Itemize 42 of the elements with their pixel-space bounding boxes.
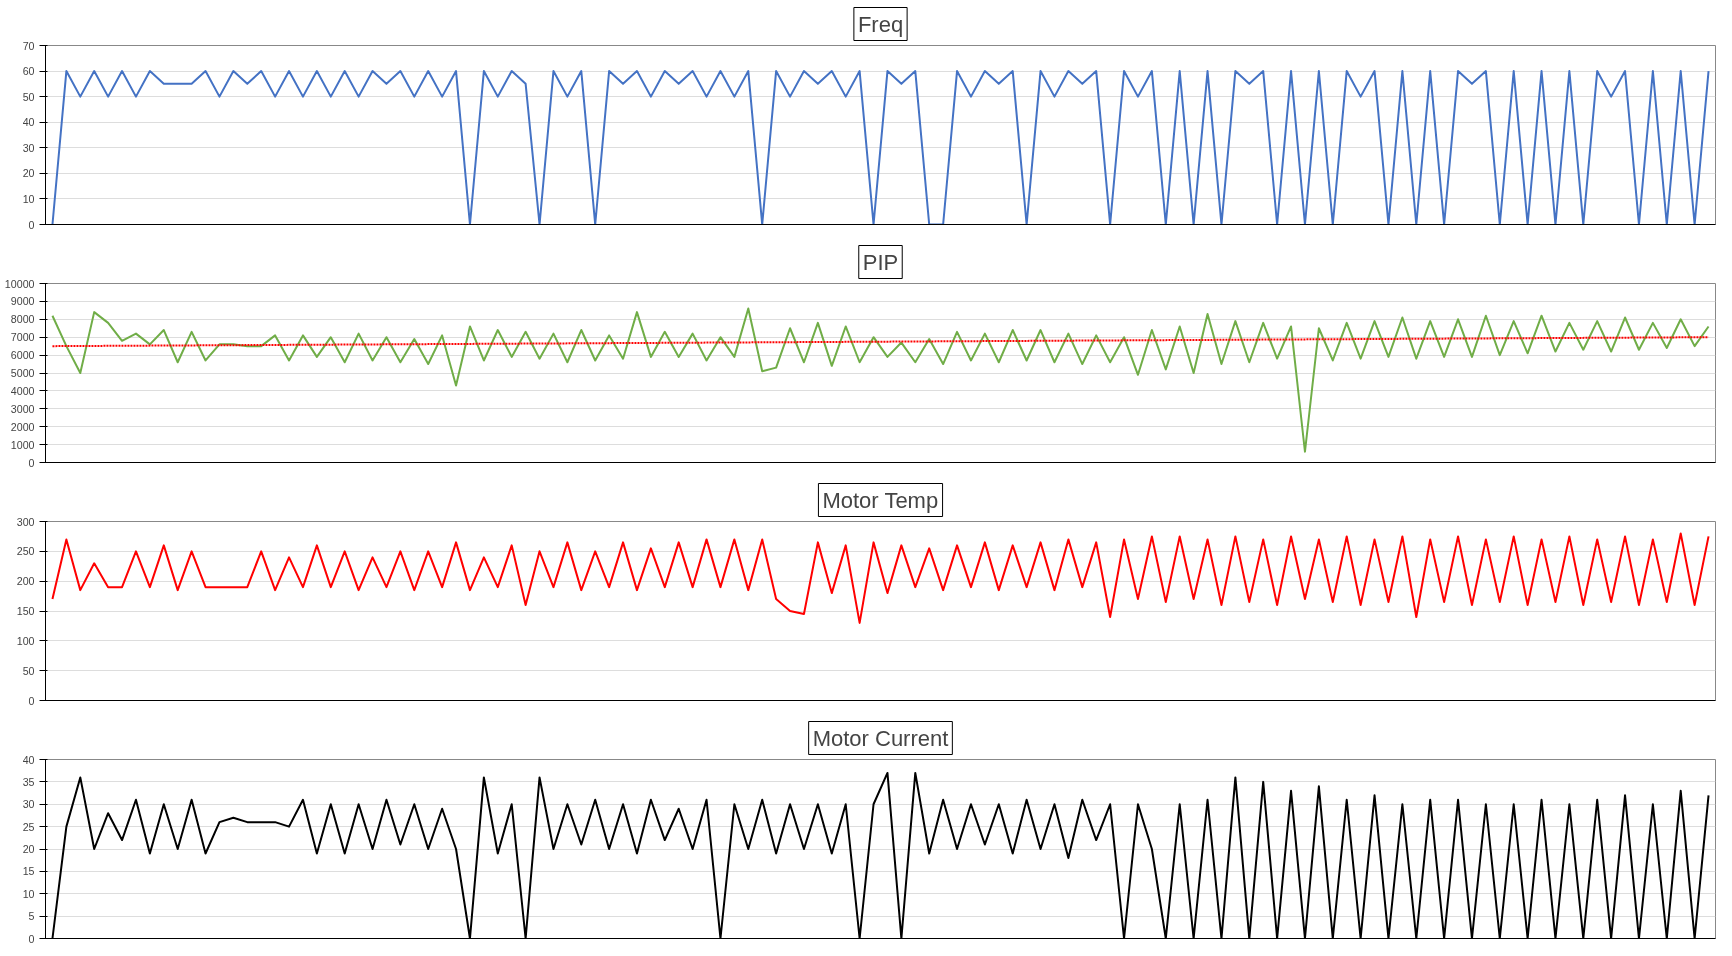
y-tick-label: 40: [22, 753, 35, 766]
chart-title: PIP: [862, 249, 899, 275]
y-tick-label: 10: [22, 887, 35, 900]
y-tick-label: 0: [28, 694, 35, 707]
y-tick-label: 3000: [10, 402, 35, 415]
y-tick-label: 0: [28, 218, 35, 231]
y-tick-label: 250: [16, 545, 35, 558]
line-series: [51, 307, 1710, 453]
y-tick-label: 50: [22, 664, 35, 677]
y-tick-label: 7000: [10, 331, 35, 344]
y-tick-label: 8000: [10, 313, 35, 326]
y-tick-label: 60: [22, 65, 35, 78]
y-tick-label: 70: [22, 39, 35, 52]
y-tick-label: 0: [28, 932, 35, 945]
y-tick-label: 15: [22, 865, 35, 878]
y-tick-label: 6000: [10, 349, 35, 362]
y-tick-label: 10000: [4, 277, 35, 290]
y-tick-label: 9000: [10, 295, 35, 308]
y-tick-label: 30: [22, 141, 35, 154]
y-tick-label: 4000: [10, 384, 35, 397]
y-tick-label: 40: [22, 116, 35, 129]
y-tick-label: 2000: [10, 420, 35, 433]
line-series: [51, 70, 1710, 225]
y-tick-label: 35: [22, 775, 35, 788]
y-tick-label: 10: [22, 192, 35, 205]
y-tick-label: 25: [22, 820, 35, 833]
y-tick-label: 300: [16, 515, 35, 528]
y-tick-label: 5000: [10, 367, 35, 379]
line-series: [51, 532, 1710, 624]
y-tick-label: 0: [28, 456, 35, 469]
y-tick-label: 20: [22, 843, 35, 855]
y-tick-label: 1000: [10, 438, 35, 451]
y-tick-label: 50: [22, 90, 35, 103]
y-tick-label: 20: [22, 167, 35, 180]
y-tick-label: 200: [16, 575, 35, 588]
y-tick-label: 30: [22, 798, 35, 811]
chart-title: Freq: [857, 11, 904, 37]
y-tick-label: 150: [16, 605, 35, 617]
chart-title: Motor Current: [812, 725, 949, 751]
y-tick-label: 5: [28, 910, 35, 923]
chart-title: Motor Temp: [822, 487, 939, 513]
y-tick-label: 100: [16, 634, 35, 647]
